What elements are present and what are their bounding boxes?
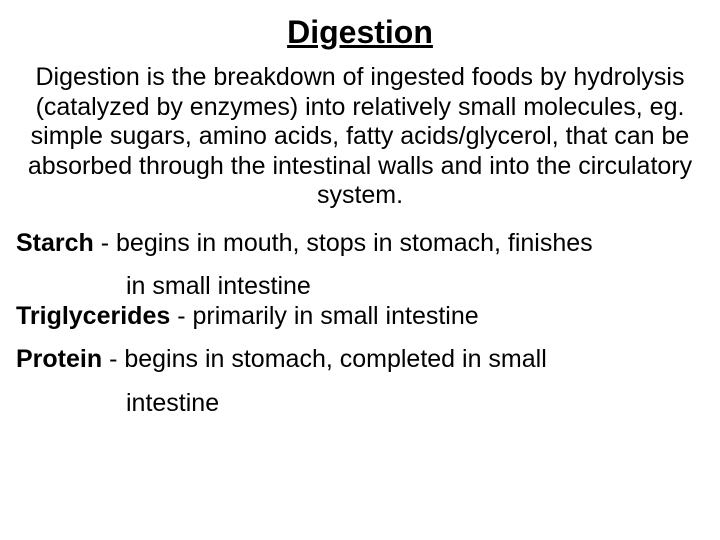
starch-tri-line: in small intestine Triglycerides - prima…: [16, 272, 704, 331]
starch-label: Starch: [16, 229, 94, 257]
page-title: Digestion: [10, 14, 710, 51]
intro-paragraph: Digestion is the breakdown of ingested f…: [18, 63, 702, 211]
body-content: Starch - begins in mouth, stops in stoma…: [16, 229, 704, 419]
triglycerides-text: - primarily in small intestine: [170, 302, 478, 330]
protein-line-2: intestine: [16, 389, 704, 419]
starch-line-1: Starch - begins in mouth, stops in stoma…: [16, 229, 704, 259]
protein-label: Protein: [16, 345, 102, 373]
protein-text-1: - begins in stomach, completed in small: [102, 345, 547, 373]
slide: Digestion Digestion is the breakdown of …: [0, 0, 720, 540]
starch-text-1: - begins in mouth, stops in stomach, fin…: [94, 229, 593, 257]
starch-text-2: in small intestine: [16, 272, 311, 302]
protein-line-1: Protein - begins in stomach, completed i…: [16, 345, 704, 375]
triglycerides-label: Triglycerides: [16, 302, 170, 330]
